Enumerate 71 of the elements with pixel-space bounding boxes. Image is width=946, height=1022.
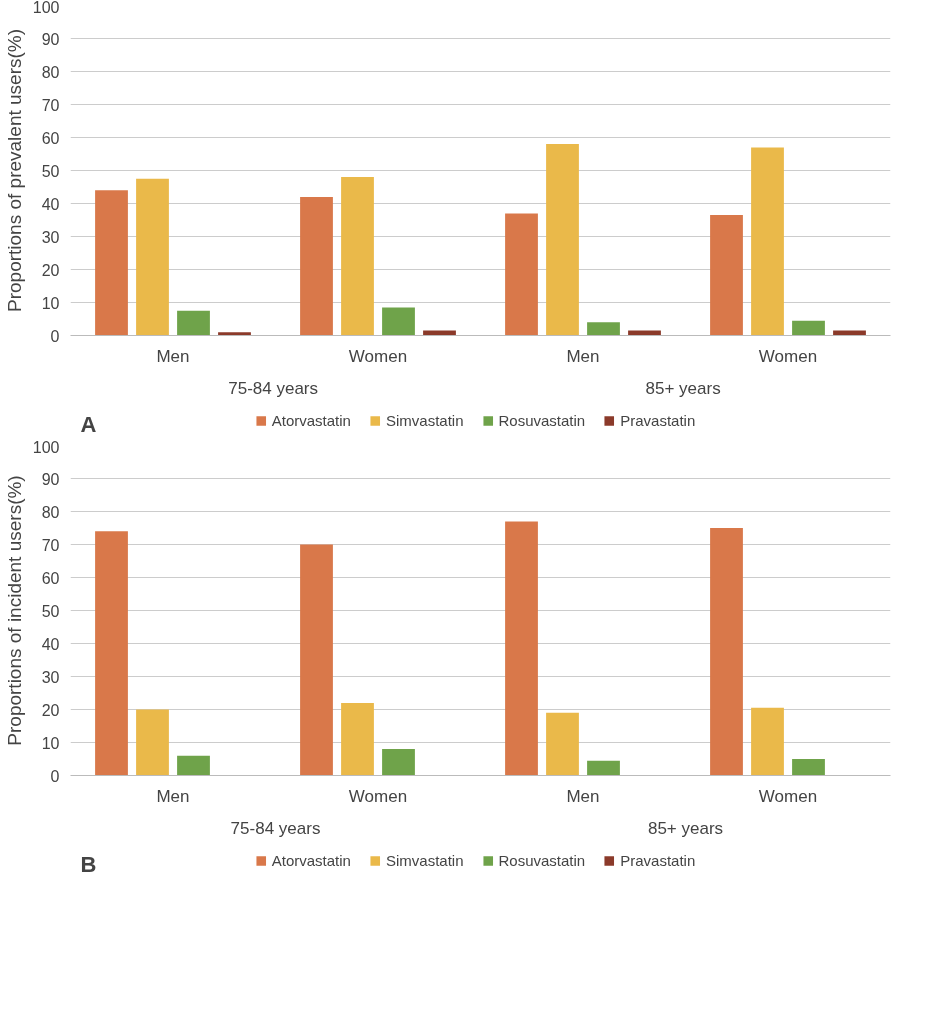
y-tick-label: 60 — [41, 129, 60, 147]
y-tick-label: 80 — [41, 63, 60, 81]
y-tick-label: 0 — [50, 767, 60, 785]
y-tick-label: 70 — [41, 536, 60, 554]
bar — [505, 521, 538, 776]
y-tick-label: 90 — [41, 30, 60, 48]
y-tick-label: 30 — [41, 668, 60, 686]
text: B — [80, 851, 97, 877]
x-tick-label: Women — [758, 346, 818, 366]
y-tick-label: 20 — [41, 261, 60, 279]
x-tick-label: Women — [348, 346, 408, 366]
bar — [218, 332, 251, 336]
bar — [587, 322, 620, 336]
y-tick-label: 20 — [41, 701, 60, 719]
y-tick-label: 30 — [41, 228, 60, 246]
bar — [792, 759, 825, 776]
bar — [505, 213, 538, 336]
bar — [95, 190, 128, 336]
bar — [177, 755, 210, 776]
bar — [710, 215, 743, 336]
bar — [710, 528, 743, 776]
text: 85+ years — [647, 818, 724, 838]
text: A — [80, 411, 97, 437]
bar — [136, 709, 169, 776]
y-tick-label: 10 — [41, 294, 60, 312]
bar — [341, 177, 374, 336]
legend-label: Atorvastatin — [271, 411, 351, 429]
y-tick-label: 40 — [41, 635, 60, 653]
x-tick-label: Men — [566, 346, 600, 366]
legend-label: Pravastatin — [620, 411, 696, 429]
y-tick-label: 40 — [41, 195, 60, 213]
legend-label: Rosuvastatin — [498, 851, 586, 869]
bar — [382, 307, 415, 336]
text: 75-84 years — [228, 378, 319, 398]
bar — [546, 144, 579, 336]
y-tick-label: 0 — [50, 327, 60, 345]
bar — [587, 760, 620, 776]
bar — [177, 310, 210, 336]
text: 75-84 years — [230, 818, 321, 838]
x-tick-label: Women — [758, 786, 818, 806]
legend-label: Rosuvastatin — [498, 411, 586, 429]
x-tick-label: Men — [156, 786, 190, 806]
bar — [341, 702, 374, 776]
text: 85+ years — [645, 378, 721, 398]
legend-label: Simvastatin — [385, 411, 464, 429]
bar — [300, 544, 333, 776]
y-tick-label: 80 — [41, 503, 60, 521]
bar — [751, 707, 784, 776]
bar — [136, 178, 169, 336]
bar — [792, 320, 825, 336]
y-axis-title: Proportions of incident users(%) — [3, 475, 25, 746]
legend-label: Atorvastatin — [271, 851, 351, 869]
y-tick-label: 60 — [41, 569, 60, 587]
y-tick-label: 70 — [41, 96, 60, 114]
y-tick-label: 100 — [32, 438, 60, 456]
bar — [95, 531, 128, 776]
y-tick-label: 90 — [41, 470, 60, 488]
legend-label: Simvastatin — [385, 851, 464, 869]
y-tick-label: 100 — [32, 0, 60, 16]
legend-label: Pravastatin — [620, 851, 696, 869]
x-tick-label: Women — [348, 786, 408, 806]
x-tick-label: Men — [156, 346, 190, 366]
y-tick-label: 10 — [41, 734, 60, 752]
bar — [300, 196, 333, 336]
y-axis-title: Proportions of prevalent users(%) — [3, 28, 25, 313]
bar — [546, 712, 579, 776]
bar — [382, 749, 415, 776]
y-tick-label: 50 — [41, 602, 60, 620]
x-tick-label: Men — [566, 786, 600, 806]
bar — [751, 147, 784, 336]
y-tick-label: 50 — [41, 162, 60, 180]
